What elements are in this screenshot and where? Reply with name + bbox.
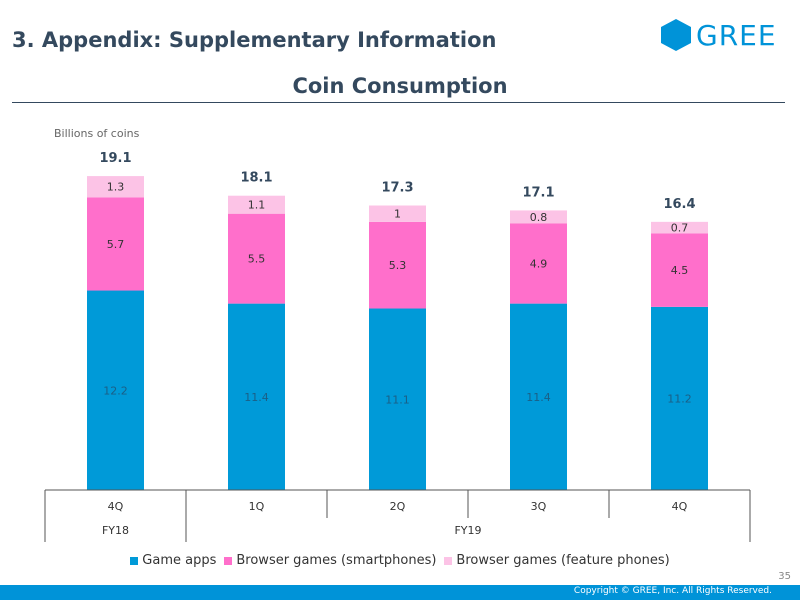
bar-value-label: 0.7	[671, 222, 689, 235]
x-tick-label: 4Q	[108, 500, 124, 513]
bar-segment	[87, 197, 144, 291]
bar-value-label: 11.2	[667, 392, 692, 405]
gree-logo: GREE	[660, 18, 777, 52]
bar-segment	[369, 205, 426, 222]
fiscal-year-group-label: FY19	[454, 524, 481, 537]
y-axis-unit-label: Billions of coins	[54, 127, 140, 140]
bar-value-label: 11.4	[526, 391, 551, 404]
bar-segment	[87, 176, 144, 198]
legend-swatch	[130, 556, 139, 565]
bar-value-label: 5.7	[107, 238, 125, 251]
bar-segment	[510, 303, 567, 490]
bar-value-label: 5.3	[389, 259, 407, 272]
legend-label: Game apps	[142, 553, 217, 568]
fiscal-year-group-label: FY18	[102, 524, 129, 537]
legend-item: Browser games (feature phones)	[444, 553, 670, 568]
bar-segment	[651, 306, 708, 490]
bar-total-label: 19.1	[99, 151, 131, 166]
bar-value-label: 1.1	[248, 199, 266, 212]
footer-bar: Copyright © GREE, Inc. All Rights Reserv…	[0, 585, 800, 600]
bar-value-label: 11.1	[385, 393, 410, 406]
x-tick-label: 2Q	[390, 500, 406, 513]
x-tick-label: 4Q	[672, 500, 688, 513]
bar-total-label: 18.1	[240, 171, 272, 186]
bar-value-label: 12.2	[103, 384, 128, 397]
bar-segment	[228, 213, 285, 304]
legend-item: Browser games (smartphones)	[224, 553, 436, 568]
bar-value-label: 5.5	[248, 253, 266, 266]
legend-label: Browser games (feature phones)	[456, 553, 670, 568]
bar-segment	[651, 221, 708, 234]
bar-value-label: 11.4	[244, 391, 269, 404]
chart-title: Coin Consumption	[292, 74, 508, 98]
page-number: 35	[778, 571, 791, 582]
bar-segment	[651, 233, 708, 307]
bar-total-label: 16.4	[663, 197, 695, 212]
bar-total-label: 17.3	[381, 181, 413, 196]
bar-value-label: 4.9	[530, 258, 548, 271]
legend-item: Game apps	[130, 553, 216, 568]
bar-value-label: 1.3	[107, 181, 125, 194]
legend-label: Browser games (smartphones)	[236, 553, 437, 568]
bar-value-label: 1	[394, 208, 401, 221]
bar-total-label: 17.1	[522, 185, 554, 200]
title-divider	[12, 102, 785, 103]
legend-swatch	[444, 556, 453, 565]
bar-segment	[510, 210, 567, 224]
copyright-text: Copyright © GREE, Inc. All Rights Reserv…	[573, 586, 772, 596]
logo-text: GREE	[696, 18, 777, 52]
bar-value-label: 4.5	[671, 264, 689, 277]
bar-segment	[228, 195, 285, 214]
hexagon-logo-icon	[661, 19, 691, 51]
bar-segment	[228, 303, 285, 490]
legend-swatch	[224, 556, 233, 565]
x-tick-label: 3Q	[531, 500, 547, 513]
bar-segment	[510, 223, 567, 304]
bar-segment	[369, 308, 426, 490]
x-tick-label: 1Q	[249, 500, 265, 513]
bar-value-label: 0.8	[530, 211, 548, 224]
slide-title: 3. Appendix: Supplementary Information	[12, 28, 497, 52]
chart-legend: Game apps Browser games (smartphones) Brow…	[0, 553, 800, 568]
bar-segment	[369, 221, 426, 309]
bar-segment	[87, 290, 144, 490]
